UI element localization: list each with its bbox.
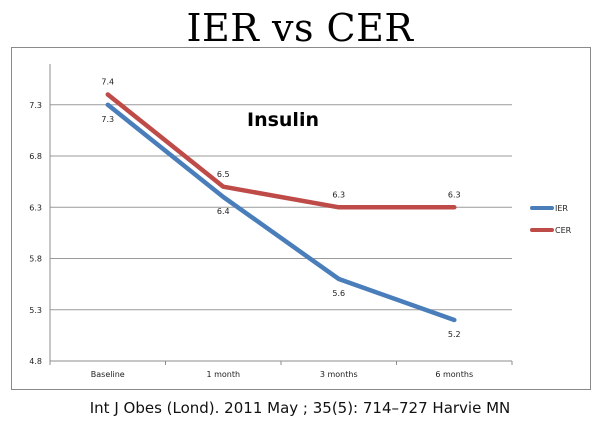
data-label-cer: 6.5: [217, 170, 230, 179]
chart-title: Insulin: [247, 109, 319, 131]
y-tick-label: 6.3: [29, 203, 42, 212]
x-tick-label: Baseline: [91, 370, 125, 379]
data-label-ier: 5.2: [448, 330, 461, 339]
x-tick-label: 6 months: [435, 370, 473, 379]
citation: Int J Obes (Lond). 2011 May ; 35(5): 714…: [89, 399, 511, 417]
x-tick-label: 1 month: [206, 370, 240, 379]
y-tick-label: 7.3: [29, 101, 42, 110]
data-label-ier: 6.4: [217, 207, 230, 216]
legend-label-cer: CER: [555, 226, 572, 235]
y-tick-label: 5.8: [29, 255, 42, 264]
slide-title: IER vs CER: [186, 6, 414, 50]
data-label-ier: 5.6: [332, 289, 345, 298]
data-label-cer: 6.3: [448, 190, 461, 199]
y-tick-label: 4.8: [29, 357, 42, 366]
series-line-cer: [105, 92, 457, 210]
y-tick-label: 6.8: [29, 152, 42, 161]
chart-frame: [11, 47, 591, 390]
series-line-ier: [105, 102, 457, 323]
data-label-ier: 7.3: [101, 115, 114, 124]
legend-label-ier: IER: [555, 204, 568, 213]
data-label-cer: 7.4: [101, 78, 114, 87]
data-label-cer: 6.3: [332, 190, 345, 199]
y-tick-label: 5.3: [29, 306, 42, 315]
x-tick-label: 3 months: [320, 370, 358, 379]
